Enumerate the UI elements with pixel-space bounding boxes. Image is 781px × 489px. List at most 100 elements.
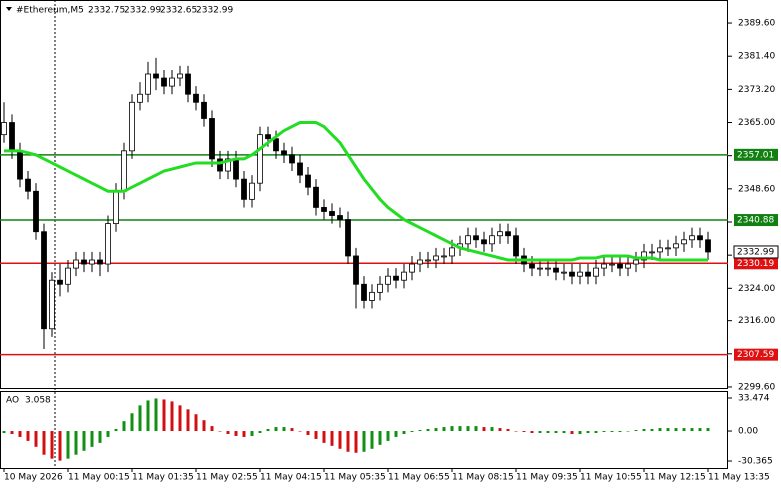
- candle-body: [641, 251, 647, 261]
- ao-bar: [250, 431, 254, 436]
- ao-bar: [674, 428, 678, 432]
- candle-body: [433, 255, 439, 261]
- ao-bar: [610, 431, 614, 433]
- candle-body: [33, 190, 39, 233]
- candle-body: [97, 259, 103, 265]
- x-tick-label: 11 May 06:55: [388, 473, 450, 483]
- ao-bar: [418, 430, 422, 432]
- candle-body: [409, 263, 415, 273]
- ao-bar: [10, 431, 14, 434]
- ao-bar: [530, 431, 534, 434]
- candle-body: [569, 271, 575, 277]
- ao-bar: [634, 430, 638, 432]
- level-label: 2357.01: [737, 150, 774, 160]
- ao-bar: [290, 428, 294, 432]
- candle-body: [105, 223, 111, 265]
- candle-body: [57, 279, 63, 285]
- candle-body: [73, 259, 79, 269]
- x-tick-label: 11 May 00:15: [68, 473, 130, 483]
- x-tick-label: 11 May 10:55: [580, 473, 642, 483]
- candle-body: [161, 77, 167, 87]
- ao-bar: [690, 428, 694, 432]
- ao-bar: [26, 431, 30, 441]
- ao-bar: [66, 431, 70, 459]
- ao-bar: [482, 427, 486, 432]
- candle-body: [649, 251, 655, 254]
- symbol: #Ethereum,M5: [16, 6, 84, 16]
- candle-body: [497, 231, 503, 237]
- ao-bar: [274, 427, 278, 432]
- ao-bar: [378, 431, 382, 445]
- menu-arrow[interactable]: [6, 7, 12, 11]
- ao-bar: [650, 429, 654, 432]
- candle-body: [537, 267, 543, 270]
- candle-body: [545, 267, 551, 270]
- candle-body: [561, 271, 567, 274]
- candle-body: [89, 259, 95, 265]
- candle-body: [705, 239, 711, 253]
- y-tick-label: 2324.00: [738, 284, 775, 294]
- candle-body: [553, 267, 559, 273]
- candle-body: [249, 182, 255, 200]
- candle-body: [601, 263, 607, 269]
- ao-bar: [642, 429, 646, 432]
- candle-body: [633, 259, 639, 265]
- ao-bar: [130, 413, 134, 432]
- ao-bar: [314, 431, 318, 439]
- ao-bar: [298, 431, 302, 432]
- candle-body: [185, 73, 191, 95]
- ao-bar: [362, 431, 366, 452]
- candle-body: [41, 231, 47, 330]
- candle-body: [473, 235, 479, 241]
- ao-bar: [330, 431, 334, 446]
- candle-body: [529, 263, 535, 269]
- ao-bar: [410, 431, 414, 433]
- candle-body: [417, 259, 423, 265]
- candle-body: [321, 207, 327, 212]
- ao-bar: [554, 431, 558, 434]
- ao-bar: [42, 431, 46, 455]
- ao-bar: [194, 414, 198, 432]
- ao-bar: [218, 431, 222, 432]
- candle-body: [425, 259, 431, 262]
- candle-body: [121, 150, 127, 192]
- candle-body: [449, 247, 455, 257]
- level-label: 2307.59: [737, 350, 774, 360]
- level-label-bg: [734, 148, 778, 161]
- ao-bar: [106, 431, 110, 437]
- candle-body: [345, 219, 351, 257]
- candle-body: [81, 259, 87, 265]
- ao-bar: [538, 431, 542, 434]
- candle-body: [25, 178, 31, 192]
- ao-bar: [434, 428, 438, 432]
- ao-bar: [586, 431, 590, 434]
- ao-bar: [514, 431, 518, 432]
- y-tick-label: 2365.00: [738, 118, 775, 128]
- candle-body: [401, 271, 407, 281]
- candle-body: [625, 263, 631, 269]
- ao-bar: [162, 399, 166, 432]
- x-tick-label: 11 May 05:35: [324, 473, 386, 483]
- candle-body: [697, 235, 703, 241]
- candle-body: [145, 73, 151, 95]
- candle-body: [369, 291, 375, 301]
- ao-bar: [242, 431, 246, 437]
- x-tick-label: 10 May 2026: [4, 473, 63, 483]
- candle-body: [489, 235, 495, 245]
- ao-bar: [562, 431, 566, 434]
- ao-bar: [402, 431, 406, 434]
- candle-body: [465, 235, 471, 245]
- price-label-bg: [733, 245, 779, 259]
- candle-body: [481, 239, 487, 245]
- ao-bar: [442, 427, 446, 432]
- candle-body: [289, 154, 295, 164]
- candle-body: [689, 235, 695, 241]
- ao-bar: [74, 431, 78, 455]
- header-price: 2332.65: [160, 6, 197, 16]
- ao-bar: [170, 401, 174, 432]
- ao-bar: [186, 409, 190, 432]
- ao-bar: [498, 428, 502, 432]
- candle-body: [241, 178, 247, 200]
- ao-bar: [114, 429, 118, 432]
- candle-body: [49, 279, 55, 330]
